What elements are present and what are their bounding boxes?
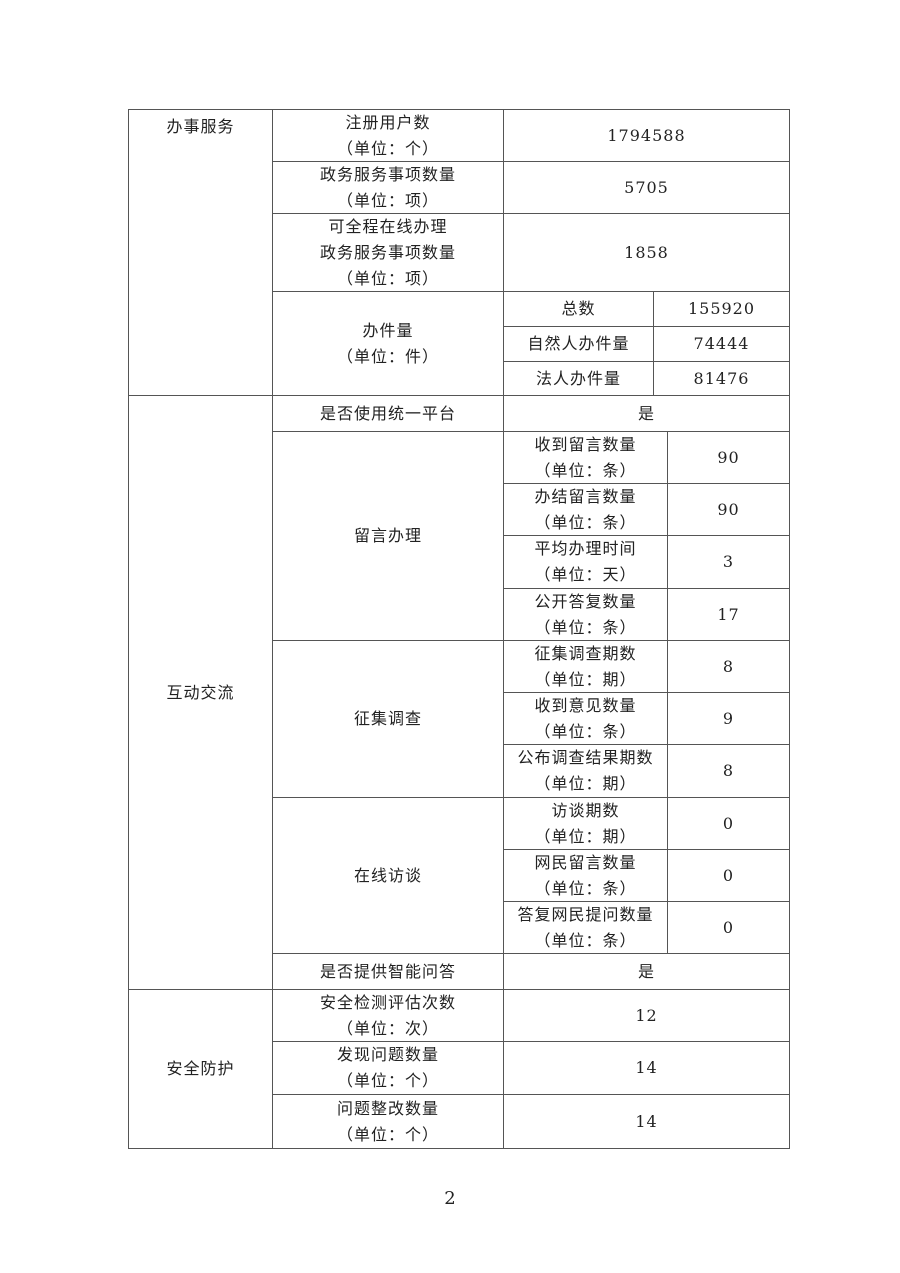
value-cell: 17 <box>667 588 790 641</box>
value-cell: 90 <box>667 431 790 484</box>
label-cell: 征集调查 <box>272 640 504 798</box>
value-cell: 8 <box>667 640 790 693</box>
sub-label-cell: 收到意见数量 （单位：条） <box>503 692 668 745</box>
label-cell: 是否使用统一平台 <box>272 395 504 432</box>
sub-label-cell: 法人办件量 <box>503 361 654 396</box>
value-cell: 81476 <box>653 361 790 396</box>
value-cell: 90 <box>667 483 790 536</box>
sub-label-cell: 自然人办件量 <box>503 326 654 362</box>
value-cell: 是 <box>503 395 790 432</box>
page-number: 2 <box>444 1188 456 1209</box>
section-service: 办事服务 <box>128 109 273 396</box>
sub-label-cell: 公布调查结果期数 （单位：期） <box>503 744 668 798</box>
sub-label-cell: 办结留言数量 （单位：条） <box>503 483 668 536</box>
value-cell: 0 <box>667 849 790 902</box>
label-cell: 安全检测评估次数 （单位：次） <box>272 989 504 1042</box>
sub-label-cell: 平均办理时间 （单位：天） <box>503 535 668 589</box>
value-cell: 1794588 <box>503 109 790 162</box>
value-cell: 74444 <box>653 326 790 362</box>
value-cell: 5705 <box>503 161 790 214</box>
value-cell: 14 <box>503 1094 790 1149</box>
label-cell: 发现问题数量 （单位：个） <box>272 1041 504 1095</box>
label-cell: 办件量 （单位：件） <box>272 291 504 396</box>
value-cell: 0 <box>667 901 790 954</box>
label-cell: 注册用户数 （单位：个） <box>272 109 504 162</box>
sub-label-cell: 征集调查期数 （单位：期） <box>503 640 668 693</box>
section-interaction: 互动交流 <box>128 395 273 990</box>
label-cell: 留言办理 <box>272 431 504 641</box>
value-cell: 9 <box>667 692 790 745</box>
sub-label-cell: 答复网民提问数量 （单位：条） <box>503 901 668 954</box>
value-cell: 是 <box>503 953 790 990</box>
label-cell: 问题整改数量 （单位：个） <box>272 1094 504 1149</box>
section-security: 安全防护 <box>128 989 273 1149</box>
label-cell: 可全程在线办理 政务服务事项数量 （单位：项） <box>272 213 504 292</box>
sub-label-cell: 网民留言数量 （单位：条） <box>503 849 668 902</box>
sub-label-cell: 公开答复数量 （单位：条） <box>503 588 668 641</box>
value-cell: 3 <box>667 535 790 589</box>
label-cell: 政务服务事项数量 （单位：项） <box>272 161 504 214</box>
value-cell: 14 <box>503 1041 790 1095</box>
value-cell: 0 <box>667 797 790 850</box>
value-cell: 155920 <box>653 291 790 327</box>
value-cell: 12 <box>503 989 790 1042</box>
sub-label-cell: 收到留言数量 （单位：条） <box>503 431 668 484</box>
sub-label-cell: 总数 <box>503 291 654 327</box>
label-cell: 是否提供智能问答 <box>272 953 504 990</box>
value-cell: 8 <box>667 744 790 798</box>
sub-label-cell: 访谈期数 （单位：期） <box>503 797 668 850</box>
label-cell: 在线访谈 <box>272 797 504 954</box>
value-cell: 1858 <box>503 213 790 292</box>
